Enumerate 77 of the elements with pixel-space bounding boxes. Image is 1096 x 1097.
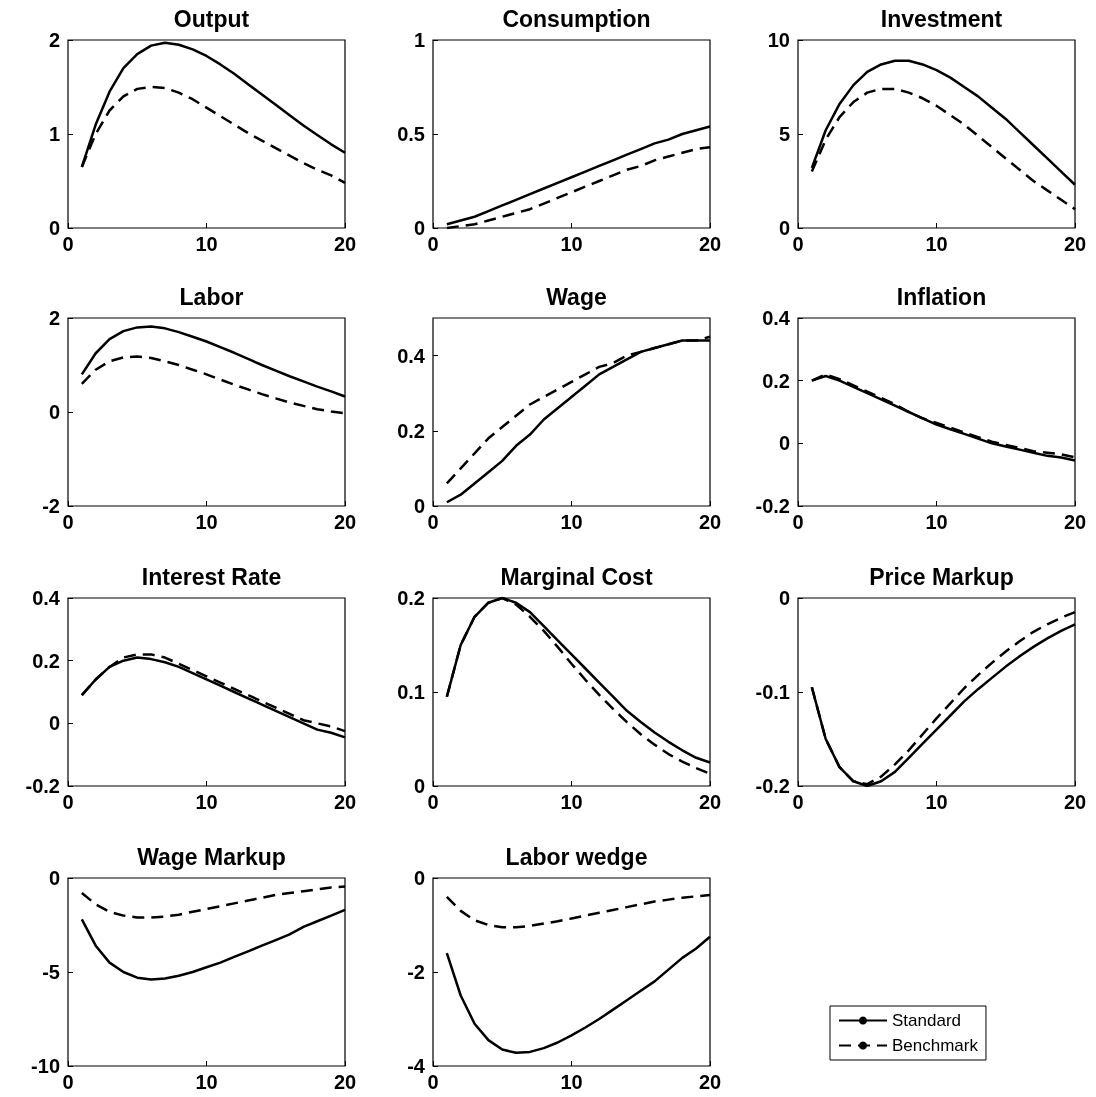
y-tick-label: 2 [48, 307, 60, 329]
y-tick-label: 0 [48, 401, 60, 423]
y-tick-label: 0.2 [397, 587, 425, 609]
x-tick-label: 20 [1063, 233, 1087, 255]
y-tick-label: 2 [48, 29, 60, 51]
chart-title: Interest Rate [141, 563, 282, 590]
x-tick-label: 20 [1063, 791, 1087, 813]
x-tick-label: 20 [333, 1071, 357, 1093]
x-tick-label: 10 [195, 233, 218, 255]
x-tick-label: 20 [333, 233, 357, 255]
y-tick-label: 0.5 [397, 123, 425, 145]
y-tick-label: 10 [767, 29, 790, 51]
x-tick-label: 10 [925, 511, 948, 533]
y-tick-label: 0 [778, 432, 790, 455]
y-tick-label: -4 [407, 1055, 426, 1077]
x-tick-label: 20 [698, 1071, 722, 1093]
chart-title: Wage Markup [137, 843, 286, 870]
x-tick-label: 0 [62, 233, 74, 255]
y-tick-label: 0.2 [397, 419, 425, 442]
chart-title: Inflation [896, 283, 987, 310]
y-tick-label: 0.2 [32, 649, 60, 672]
y-tick-label: 0 [778, 587, 790, 609]
y-tick-label: 1 [413, 29, 425, 51]
y-tick-label: -0.2 [25, 775, 60, 797]
x-tick-label: 0 [62, 1071, 74, 1093]
y-tick-label: 0.1 [397, 681, 425, 703]
chart-title: Output [173, 5, 250, 32]
x-tick-label: 20 [698, 511, 722, 533]
x-tick-label: 20 [698, 791, 722, 813]
y-tick-label: 0.4 [397, 344, 426, 367]
x-tick-label: 10 [560, 233, 583, 255]
y-tick-label: -0.1 [755, 681, 790, 703]
x-tick-label: 20 [333, 511, 357, 533]
y-tick-label: -2 [42, 495, 60, 517]
x-tick-label: 10 [560, 791, 583, 813]
x-tick-label: 20 [333, 791, 357, 813]
x-tick-label: 20 [1063, 511, 1087, 533]
x-tick-label: 10 [195, 1071, 218, 1093]
chart-title: Marginal Cost [500, 563, 653, 590]
x-tick-label: 10 [560, 511, 583, 533]
legend-label: Standard [892, 1011, 961, 1030]
x-tick-label: 0 [62, 511, 74, 533]
x-tick-label: 10 [195, 511, 218, 533]
x-tick-label: 0 [62, 791, 74, 813]
chart-title: Price Markup [869, 563, 1014, 590]
chart-title: Labor wedge [505, 843, 648, 870]
x-tick-label: 10 [195, 791, 218, 813]
chart-title: Investment [880, 5, 1003, 32]
y-tick-label: -5 [42, 961, 60, 983]
y-tick-label: 0 [48, 867, 60, 889]
y-tick-label: 1 [48, 123, 60, 145]
y-tick-label: 0.4 [762, 307, 791, 329]
y-tick-label: 0 [413, 867, 425, 889]
x-tick-label: 0 [792, 511, 804, 533]
y-tick-label: -10 [31, 1055, 60, 1077]
y-tick-label: 0.4 [32, 587, 61, 609]
legend-label: Benchmark [892, 1036, 979, 1055]
y-tick-label: 0 [778, 217, 790, 239]
y-tick-label: 0 [413, 775, 425, 797]
y-tick-label: 0 [413, 217, 425, 239]
y-tick-label: 0.2 [762, 369, 790, 392]
x-tick-label: 10 [925, 233, 948, 255]
x-tick-label: 20 [698, 233, 722, 255]
y-tick-label: -0.2 [755, 775, 790, 797]
x-tick-label: 0 [792, 791, 804, 813]
y-tick-label: 0 [48, 712, 60, 735]
chart-title: Labor [179, 283, 244, 310]
y-tick-label: 0 [48, 217, 60, 239]
chart-title: Wage [546, 283, 607, 310]
y-tick-label: -2 [407, 961, 425, 983]
y-tick-label: 0 [413, 495, 425, 517]
y-tick-label: -0.2 [755, 495, 790, 517]
x-tick-label: 0 [792, 233, 804, 255]
x-tick-label: 10 [925, 791, 948, 813]
chart-title: Consumption [502, 5, 651, 32]
y-tick-label: 5 [778, 123, 790, 145]
x-tick-label: 10 [560, 1071, 583, 1093]
